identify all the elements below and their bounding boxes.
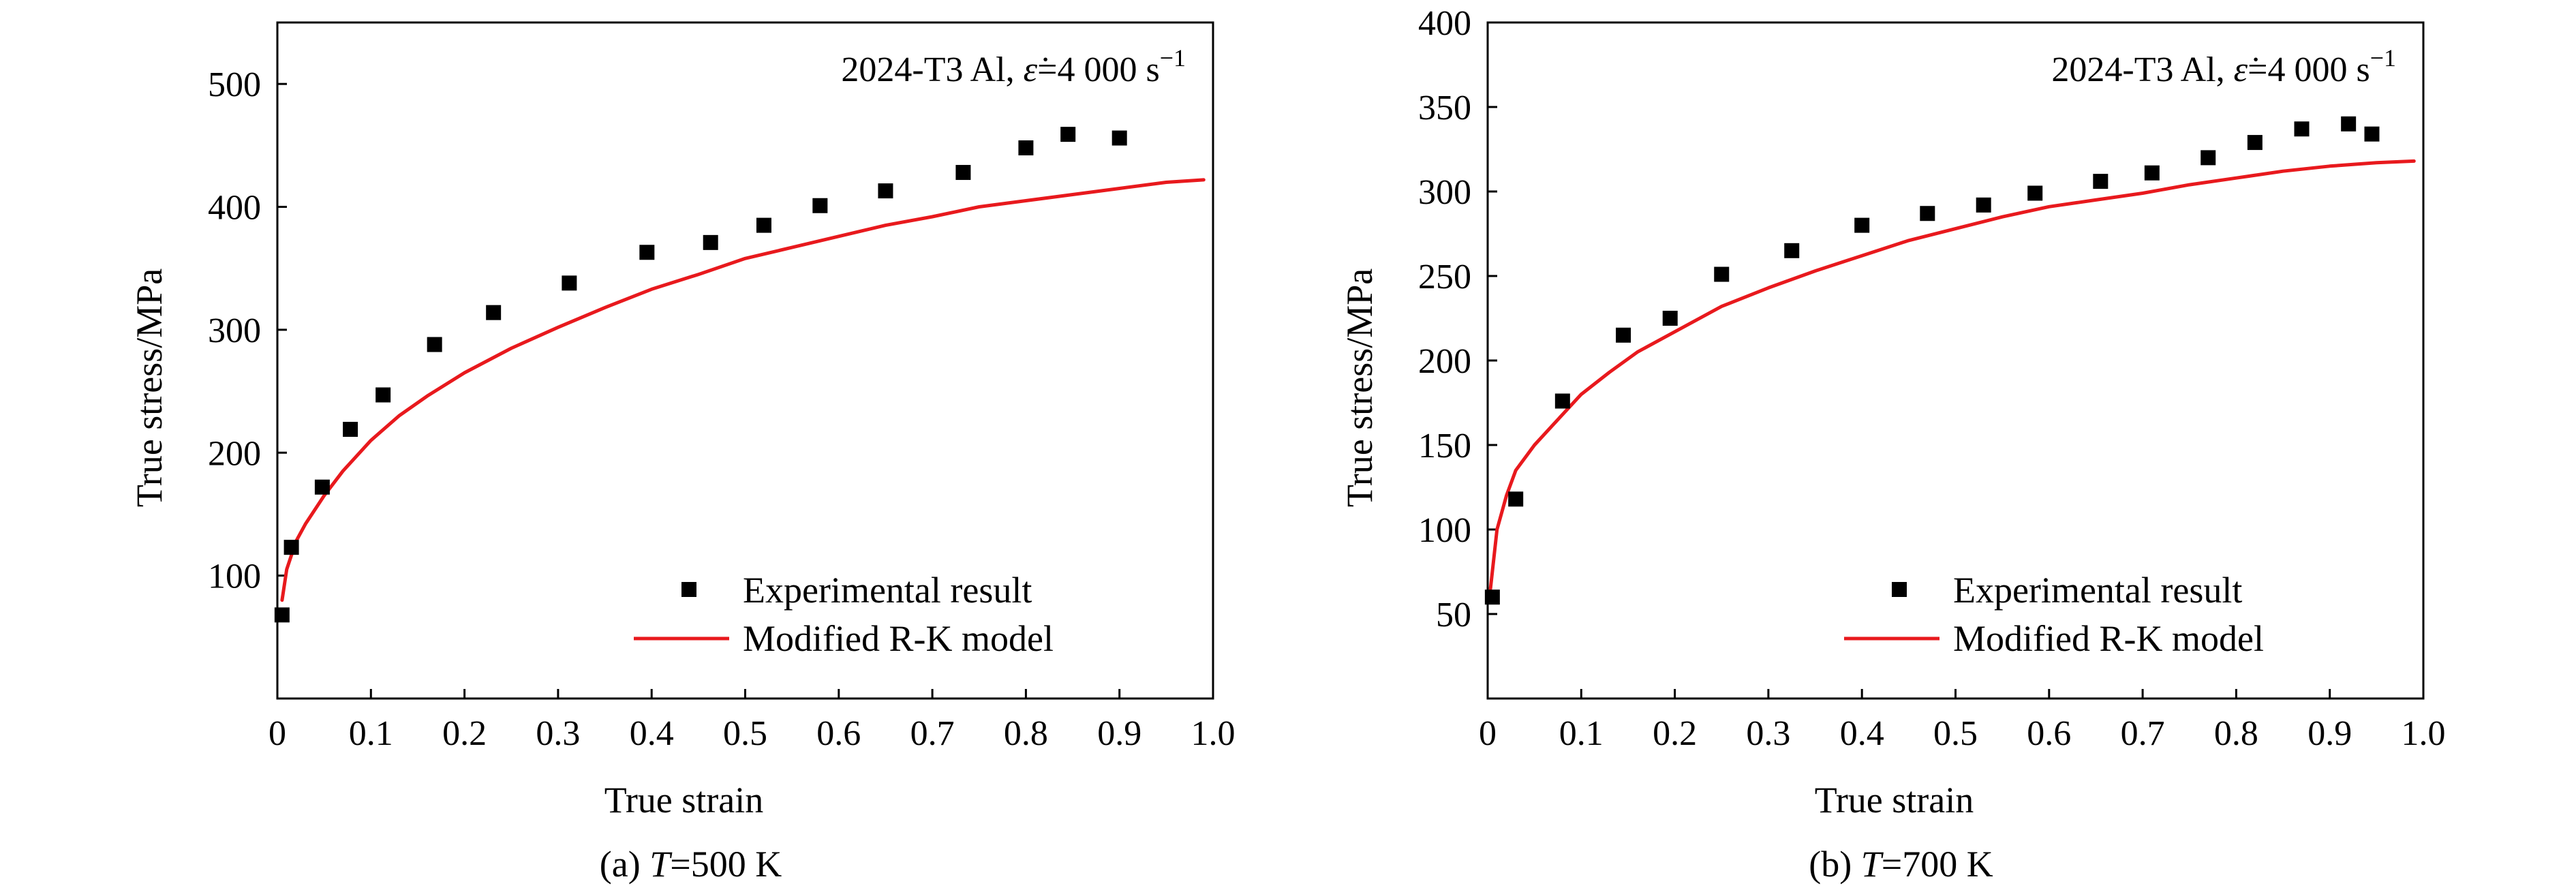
legend-label-experimental: Experimental result	[743, 570, 1032, 611]
experimental-point	[2247, 135, 2263, 151]
experimental-point	[955, 165, 971, 181]
x-tick-label: 0.4	[1840, 714, 1884, 753]
panel-caption: (a) T=500 K	[600, 844, 782, 885]
experimental-point	[1714, 266, 1730, 282]
x-tick-label: 1.0	[2402, 714, 2446, 753]
model-curve	[280, 178, 1206, 602]
y-tick-label: 400	[1418, 4, 1471, 43]
condition-annotation: 2024-T3 Al, ε̇=4 000 s−1	[2051, 44, 2396, 89]
panel-b: 0 0.1 0.2 0.3 0.4 0.5 0.6 0.7 0.8 0.9 1.0 50 100 150 2…	[1339, 4, 2446, 885]
experimental-point	[486, 305, 502, 320]
experimental-point	[639, 245, 655, 260]
experimental-point	[1508, 491, 1524, 507]
legend-label-model: Modified R-K model	[1953, 618, 2264, 659]
experimental-point	[703, 234, 718, 250]
y-tick-label: 50	[1436, 596, 1471, 634]
experimental-point	[1060, 127, 1076, 142]
experimental-point	[2027, 185, 2043, 201]
x-tick-label: 0.4	[630, 714, 674, 753]
y-axis-label: True stress/MPa	[129, 268, 170, 508]
experimental-point	[878, 183, 893, 199]
x-tick-label: 0.7	[910, 714, 955, 753]
experimental-point	[2201, 150, 2216, 166]
model-curve	[1488, 159, 2416, 591]
y-axis-label: True stress/MPa	[1339, 268, 1380, 508]
x-tick-label: 0.6	[2027, 714, 2071, 753]
experimental-point	[2294, 121, 2310, 137]
x-tick-label: 0.8	[1004, 714, 1048, 753]
experimental-point	[1976, 197, 1991, 213]
legend-marker-experimental	[681, 582, 696, 597]
panel-caption: (b) T=700 K	[1809, 844, 1993, 885]
y-tick-label: 250	[1418, 258, 1471, 296]
experimental-point	[756, 217, 771, 233]
x-axis-label: True strain	[1815, 780, 1974, 820]
x-tick-label: 0.7	[2121, 714, 2165, 753]
y-tick-label: 200	[208, 434, 261, 473]
x-tick-label: 0.9	[1097, 714, 1141, 753]
panel-a: 0 0.1 0.2 0.3 0.4 0.5 0.6 0.7 0.8 0.9 1.0 100 200 300…	[129, 21, 1236, 885]
experimental-point	[375, 387, 391, 403]
experimental-point	[1920, 206, 1935, 221]
legend-label-model: Modified R-K model	[743, 618, 1054, 659]
y-tick-label: 300	[208, 311, 261, 350]
experimental-point	[1111, 130, 1127, 146]
experimental-point	[427, 337, 442, 352]
experimental-point	[1784, 243, 1800, 258]
experimental-point	[283, 540, 299, 555]
experimental-point	[274, 607, 290, 623]
x-tick-label: 0.3	[536, 714, 580, 753]
experimental-point	[2144, 165, 2160, 181]
experimental-point	[1018, 140, 1034, 155]
x-tick-label: 0.1	[349, 714, 393, 753]
experimental-point	[1554, 393, 1570, 409]
experimental-point	[343, 422, 358, 438]
legend-marker-experimental	[1892, 582, 1907, 597]
experimental-point	[562, 275, 577, 291]
x-tick-label: 0	[269, 714, 286, 753]
y-tick-label: 200	[1418, 342, 1471, 381]
x-axis-label: True strain	[604, 780, 764, 820]
x-tick-label: 0.5	[723, 714, 767, 753]
legend-label-experimental: Experimental result	[1953, 570, 2242, 611]
x-tick-label: 0.9	[2307, 714, 2352, 753]
y-tick-label: 500	[208, 65, 261, 104]
y-tick-label: 100	[208, 557, 261, 596]
x-tick-label: 0.6	[816, 714, 861, 753]
experimental-point	[1662, 311, 1678, 326]
experimental-point	[2093, 174, 2109, 189]
y-tick-label: 400	[208, 189, 261, 228]
x-tick-label: 0.8	[2214, 714, 2258, 753]
experimental-point	[2341, 116, 2357, 132]
condition-annotation: 2024-T3 Al, ε̇=4 000 s−1	[841, 44, 1186, 89]
experimental-point	[1616, 327, 1631, 343]
x-tick-label: 0.3	[1746, 714, 1790, 753]
experimental-point	[314, 479, 330, 495]
x-tick-label: 0.2	[1653, 714, 1697, 753]
experimental-point	[1854, 217, 1870, 233]
experimental-point	[812, 198, 828, 213]
y-tick-label: 150	[1418, 427, 1471, 465]
x-tick-label: 0.5	[1933, 714, 1978, 753]
x-tick-label: 0.1	[1559, 714, 1604, 753]
experimental-point	[1484, 589, 1500, 605]
x-tick-label: 0	[1479, 714, 1497, 753]
x-tick-label: 1.0	[1191, 714, 1236, 753]
y-tick-label: 100	[1418, 511, 1471, 550]
y-tick-label: 300	[1418, 173, 1471, 212]
x-tick-label: 0.2	[442, 714, 487, 753]
y-tick-label: 350	[1418, 89, 1471, 127]
experimental-point	[2364, 126, 2380, 142]
